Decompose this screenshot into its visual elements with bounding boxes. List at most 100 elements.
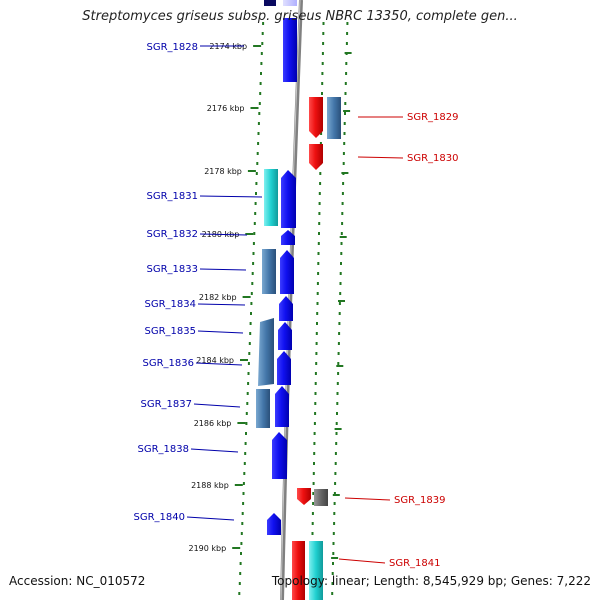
gene-arrow-top-partial-dark[interactable]	[264, 0, 276, 6]
track-dot	[247, 382, 250, 385]
gene-label-sgr-1834[interactable]: SGR_1834	[145, 299, 197, 310]
track-dot	[322, 32, 325, 35]
gene-arrow-sgr-1834[interactable]	[279, 296, 293, 321]
ortholog-box-sgr-1837[interactable]	[256, 389, 270, 428]
track-dot	[259, 92, 262, 95]
ruler-tick	[245, 233, 254, 235]
track-tick	[334, 428, 342, 430]
track-dot	[244, 452, 247, 455]
track-dot	[257, 132, 260, 135]
track-dot	[311, 512, 314, 515]
gene-label-sgr-1831[interactable]: SGR_1831	[147, 191, 199, 202]
gene-arrow-sgr-1838[interactable]	[272, 432, 287, 479]
track-dot	[313, 432, 316, 435]
track-dot	[250, 292, 253, 295]
gene-label-sgr-1839[interactable]: SGR_1839	[394, 495, 446, 506]
ortholog-box-sgr-1835[interactable]	[258, 318, 274, 386]
gene-arrow-sgr-1835[interactable]	[278, 322, 292, 350]
track-dot	[242, 482, 245, 485]
ruler-tick-label: 2176 kbp	[207, 104, 245, 113]
track-dot	[313, 422, 316, 425]
gene-arrow-sgr-1832[interactable]	[281, 230, 295, 245]
track-tick	[331, 557, 339, 559]
gene-arrow-sgr-1836[interactable]	[277, 351, 291, 385]
track-dot	[345, 62, 348, 65]
track-dot	[260, 52, 263, 55]
topology-text: Topology: linear; Length: 8,545,929 bp; …	[271, 574, 591, 588]
track-dot	[248, 342, 251, 345]
ruler-tick-label: 2178 kbp	[204, 167, 242, 176]
track-tick	[338, 300, 345, 302]
track-dot	[340, 252, 343, 255]
ortholog-box-sgr-1829[interactable]	[327, 97, 341, 139]
gene-arrow-sgr-1839[interactable]	[297, 488, 311, 505]
track-dot	[343, 132, 346, 135]
ortholog-box-sgr-1833[interactable]	[262, 249, 276, 294]
gene-arrow-sgr-1841[interactable]	[292, 541, 305, 600]
track-tick	[336, 365, 344, 367]
ortholog-box-sgr-1841[interactable]	[309, 541, 323, 600]
gene-arrow-sgr-1833[interactable]	[280, 250, 294, 294]
gene-label-sgr-1836[interactable]: SGR_1836	[143, 358, 195, 369]
track-dot	[334, 452, 337, 455]
track-dot	[242, 502, 245, 505]
accession-text: Accession: NC_010572	[9, 574, 146, 588]
track-dot	[346, 32, 349, 35]
gene-arrow-sgr-1829[interactable]	[309, 97, 323, 138]
gene-label-sgr-1828[interactable]: SGR_1828	[147, 42, 199, 53]
track-dot	[337, 362, 340, 365]
gene-label-sgr-1841[interactable]: SGR_1841	[389, 558, 441, 569]
track-dot	[312, 492, 315, 495]
track-dot	[252, 262, 255, 265]
gene-label-sgr-1830[interactable]: SGR_1830	[407, 153, 459, 164]
gene-label-sgr-1835[interactable]: SGR_1835	[145, 326, 197, 337]
track-dot	[258, 102, 261, 105]
track-dot	[257, 142, 260, 145]
track-dot	[247, 372, 250, 375]
track-dot	[344, 102, 347, 105]
track-dot	[249, 332, 252, 335]
track-dot	[315, 352, 318, 355]
gene-arrow-sgr-1840[interactable]	[267, 513, 281, 535]
track-dot	[238, 582, 241, 585]
track-dot	[333, 512, 336, 515]
track-dot	[318, 232, 320, 235]
gene-label-sgr-1829[interactable]: SGR_1829	[407, 112, 459, 123]
track-dot	[337, 342, 340, 345]
gene-arrow-sgr-1831[interactable]	[281, 170, 296, 228]
track-dot	[316, 282, 319, 285]
track-tick	[343, 110, 351, 112]
track-tick	[339, 236, 347, 238]
ruler-tick	[237, 422, 246, 424]
track-dot	[339, 282, 342, 285]
track-dot	[251, 282, 254, 285]
track-dot	[255, 172, 258, 175]
track-dot	[318, 212, 321, 215]
ortholog-box-sgr-1831[interactable]	[264, 169, 278, 226]
track-dot	[316, 302, 319, 305]
gene-label-sgr-1840[interactable]: SGR_1840	[134, 512, 186, 523]
track-dot	[261, 32, 264, 35]
ortholog-box-sgr-1839[interactable]	[314, 489, 328, 506]
track-dot	[334, 462, 337, 465]
gene-label-sgr-1833[interactable]: SGR_1833	[147, 264, 199, 275]
gene-label-sgr-1837[interactable]: SGR_1837	[141, 399, 193, 410]
track-dot	[260, 72, 262, 75]
track-dot	[333, 502, 336, 505]
ruler-tick	[250, 107, 259, 109]
track-dot	[320, 132, 323, 135]
track-dot	[340, 242, 343, 245]
gene-arrow-top-partial[interactable]	[283, 0, 297, 6]
gene-arrow-sgr-1828[interactable]	[283, 18, 297, 82]
track-dot	[345, 42, 348, 45]
gene-label-sgr-1838[interactable]: SGR_1838	[138, 444, 190, 455]
track-dot	[262, 22, 265, 25]
track-dot	[336, 392, 339, 395]
gene-label-sgr-1832[interactable]: SGR_1832	[147, 229, 199, 240]
gene-arrow-sgr-1837[interactable]	[275, 386, 289, 427]
track-dot	[344, 82, 347, 85]
gene-arrow-sgr-1830[interactable]	[309, 144, 323, 170]
track-dot	[342, 162, 345, 165]
